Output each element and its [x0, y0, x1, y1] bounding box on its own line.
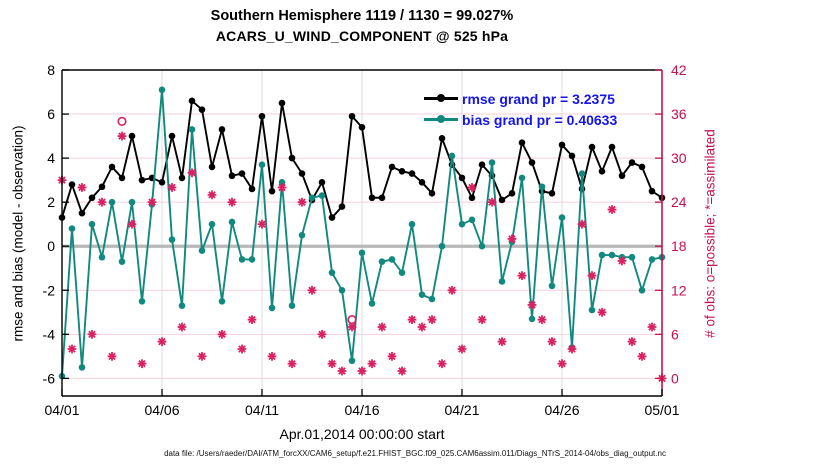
- y-tick-label-right: 18: [671, 238, 687, 254]
- y-axis-label-left: rmse and bias (model - observation): [10, 125, 26, 342]
- bias-line-sample: [424, 115, 458, 124]
- legend-item-rmse: rmse grand pr = 3.2375: [424, 88, 617, 109]
- data-file-path: data file: /Users/raeder/DAI/ATM_forcXX/…: [164, 449, 666, 458]
- series-possible_obs: [117, 116, 357, 325]
- y-tick-label-left: -6: [43, 370, 56, 386]
- y-tick-label-left: 6: [47, 106, 55, 122]
- y-tick-label-right: 0: [671, 370, 679, 386]
- series-assimilated_obs: [57, 131, 667, 383]
- y-tick-label-left: -4: [43, 326, 56, 342]
- y-tick-label-left: -2: [43, 282, 56, 298]
- legend: rmse grand pr = 3.2375 bias grand pr = 0…: [424, 88, 617, 130]
- y-tick-label-left: 4: [47, 150, 55, 166]
- legend-item-bias: bias grand pr = 0.40633: [424, 109, 617, 130]
- y-tick-label-right: 24: [671, 194, 687, 210]
- rmse-marker-icon: [437, 94, 445, 103]
- y-axis-label-right: # of obs: o=possible; *=assimilated: [702, 129, 718, 338]
- chart-subtitle: ACARS_U_WIND_COMPONENT @ 525 hPa: [215, 28, 509, 44]
- x-axis-label: Apr.01,2014 00:00:00 start: [279, 426, 445, 442]
- y-tick-label-right: 36: [671, 106, 687, 122]
- y-tick-label-left: 2: [47, 194, 55, 210]
- x-tick-label: 04/16: [344, 402, 379, 418]
- series-bias: [58, 86, 666, 380]
- y-tick-label-right: 30: [671, 150, 687, 166]
- x-tick-label: 04/26: [544, 402, 579, 418]
- bias-marker-icon: [437, 115, 445, 124]
- x-tick-label: 04/21: [444, 402, 479, 418]
- y-tick-label-left: 0: [47, 238, 55, 254]
- x-tick-label: 04/11: [245, 402, 279, 418]
- legend-label-bias: bias grand pr = 0.40633: [462, 111, 618, 128]
- y-tick-label-left: 8: [47, 62, 55, 78]
- legend-label-rmse: rmse grand pr = 3.2375: [462, 90, 615, 107]
- y-tick-label-right: 6: [671, 326, 679, 342]
- y-tick-label-right: 42: [671, 62, 687, 78]
- chart-title: Southern Hemisphere 1119 / 1130 = 99.027…: [210, 8, 514, 24]
- x-tick-label: 04/01: [44, 402, 79, 418]
- x-tick-label: 04/06: [144, 402, 179, 418]
- rmse-line-sample: [424, 94, 458, 103]
- y-tick-label-right: 12: [671, 282, 687, 298]
- x-tick-label: 05/01: [644, 402, 679, 418]
